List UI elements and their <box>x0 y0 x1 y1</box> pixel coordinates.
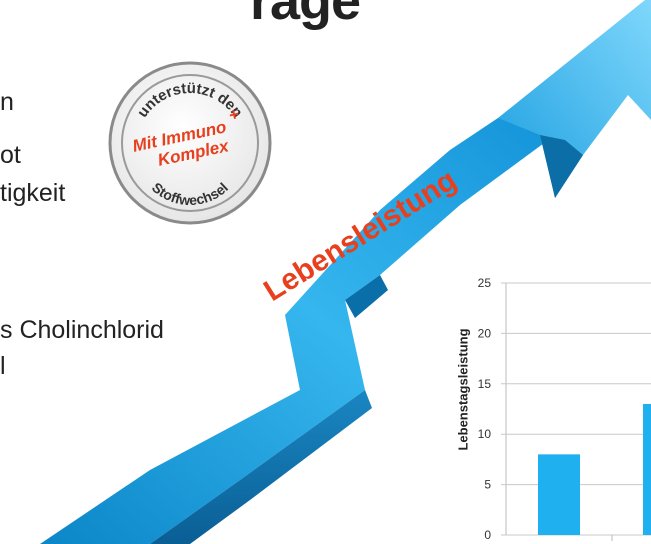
bullet-text: l <box>0 352 6 380</box>
y-tick-label: 0 <box>484 528 491 542</box>
y-tick-label: 10 <box>478 427 492 441</box>
y-tick-label: 20 <box>478 326 492 340</box>
arrow-head <box>498 0 651 198</box>
arrow-shaft <box>40 85 590 544</box>
bar-chart: 0 5 10 15 20 25 Lebenstagsleistung <box>440 262 651 544</box>
y-tick-label: 25 <box>478 276 492 290</box>
y-tick-label: 5 <box>484 478 491 492</box>
y-tick-label: 15 <box>478 377 492 391</box>
page-heading: rage <box>250 0 361 31</box>
seal-plus: + <box>227 104 241 125</box>
bullet-text: n <box>0 88 14 116</box>
bullet-text: ot <box>0 141 21 169</box>
immuno-seal: unterstützt den Stoffwechsel Mit Immuno … <box>108 61 272 225</box>
bar <box>643 403 651 535</box>
bar <box>538 454 580 535</box>
bullet-text: s Cholinchlorid <box>0 316 164 344</box>
chart-canvas: 0 5 10 15 20 25 <box>478 276 651 542</box>
bullet-text: tigkeit <box>0 179 66 207</box>
chart-ylabel: Lebenstagsleistung <box>455 328 471 451</box>
